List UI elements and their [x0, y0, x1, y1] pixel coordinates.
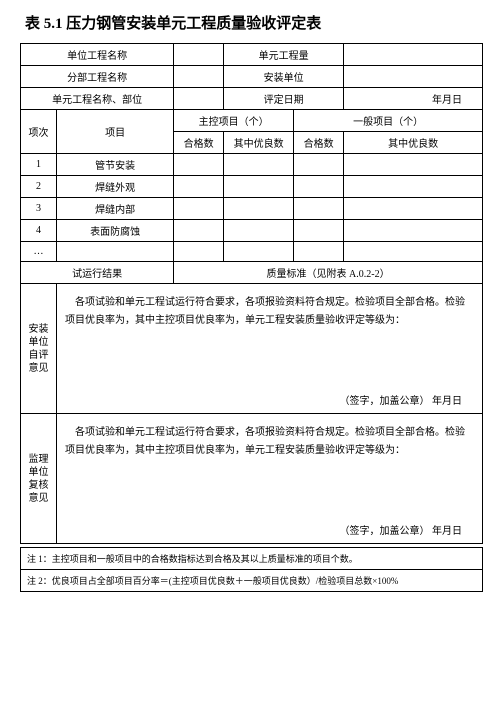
label-item: 项目: [57, 110, 174, 154]
cell: [344, 242, 483, 262]
cell-seq: 4: [21, 220, 57, 242]
label-install-opinion: 安装单位自评意见: [21, 284, 57, 414]
value-sub-project-name: [174, 66, 224, 88]
cell: [174, 220, 224, 242]
note-1: 注 1：主控项目和一般项目中的合格数指标达到合格及其以上质量标准的项目个数。: [20, 547, 483, 570]
table-row: 2 焊缝外观: [21, 176, 483, 198]
label-unit-project-name: 单位工程名称: [21, 44, 174, 66]
cell-name: 焊缝外观: [57, 176, 174, 198]
label-supervise-opinion: 监理单位复核意见: [21, 414, 57, 544]
table-row: 1 管节安装: [21, 154, 483, 176]
label-install-unit: 安装单位: [224, 66, 344, 88]
cell: [224, 242, 294, 262]
cell-name: 表面防腐蚀: [57, 220, 174, 242]
value-unit-project-name: [174, 44, 224, 66]
cell: [174, 198, 224, 220]
note-2: 注 2：优良项目占全部项目百分率＝(主控项目优良数＋一般项目优良数）/检验项目总…: [20, 570, 483, 592]
cell: [174, 242, 224, 262]
value-install-unit: [344, 66, 483, 88]
label-unit-name-part: 单元工程名称、部位: [21, 88, 174, 110]
cell: [224, 154, 294, 176]
cell: [294, 154, 344, 176]
cell-seq: …: [21, 242, 57, 262]
label-quality-std: 质量标准（见附表 A.0.2-2）: [174, 262, 483, 284]
supervise-opinion-text: 各项试验和单元工程试运行符合要求，各项报验资料符合规定。检验项目全部合格。检验项…: [65, 424, 474, 460]
table-row: …: [21, 242, 483, 262]
cell-seq: 2: [21, 176, 57, 198]
supervise-signature: （签字，加盖公章） 年月日: [340, 522, 463, 537]
notes-section: 注 1：主控项目和一般项目中的合格数指标达到合格及其以上质量标准的项目个数。 注…: [20, 547, 483, 592]
label-excellent-1: 其中优良数: [224, 132, 294, 154]
install-opinion-text: 各项试验和单元工程试运行符合要求，各项报验资料符合规定。检验项目全部合格。检验项…: [65, 294, 474, 330]
label-general-proj: 一般项目（个）: [294, 110, 483, 132]
label-trial-run: 试运行结果: [21, 262, 174, 284]
cell: [294, 176, 344, 198]
cell-name: [57, 242, 174, 262]
cell: [224, 198, 294, 220]
cell: [174, 176, 224, 198]
value-eval-date: 年月日: [344, 88, 483, 110]
label-eval-date: 评定日期: [224, 88, 344, 110]
cell: [344, 154, 483, 176]
cell-seq: 3: [21, 198, 57, 220]
cell: [294, 220, 344, 242]
main-table: 单位工程名称 单元工程量 分部工程名称 安装单位 单元工程名称、部位 评定日期 …: [20, 43, 483, 544]
cell-name: 焊缝内部: [57, 198, 174, 220]
label-excellent-2: 其中优良数: [344, 132, 483, 154]
cell: [224, 220, 294, 242]
cell: [344, 220, 483, 242]
cell: [344, 198, 483, 220]
install-signature: （签字，加盖公章） 年月日: [340, 392, 463, 407]
cell-name: 管节安装: [57, 154, 174, 176]
label-qualified-2: 合格数: [294, 132, 344, 154]
label-qualified-1: 合格数: [174, 132, 224, 154]
label-unit-project-qty: 单元工程量: [224, 44, 344, 66]
cell: [294, 242, 344, 262]
label-main-proj: 主控项目（个）: [174, 110, 294, 132]
page-title: 表 5.1 压力钢管安装单元工程质量验收评定表: [20, 12, 483, 33]
label-item-seq: 项次: [21, 110, 57, 154]
cell: [174, 154, 224, 176]
install-opinion-cell: 各项试验和单元工程试运行符合要求，各项报验资料符合规定。检验项目全部合格。检验项…: [57, 284, 483, 414]
cell-seq: 1: [21, 154, 57, 176]
cell: [224, 176, 294, 198]
table-row: 4 表面防腐蚀: [21, 220, 483, 242]
supervise-opinion-cell: 各项试验和单元工程试运行符合要求，各项报验资料符合规定。检验项目全部合格。检验项…: [57, 414, 483, 544]
cell: [294, 198, 344, 220]
label-sub-project-name: 分部工程名称: [21, 66, 174, 88]
value-unit-project-qty: [344, 44, 483, 66]
table-row: 3 焊缝内部: [21, 198, 483, 220]
cell: [344, 176, 483, 198]
value-unit-name-part: [174, 88, 224, 110]
